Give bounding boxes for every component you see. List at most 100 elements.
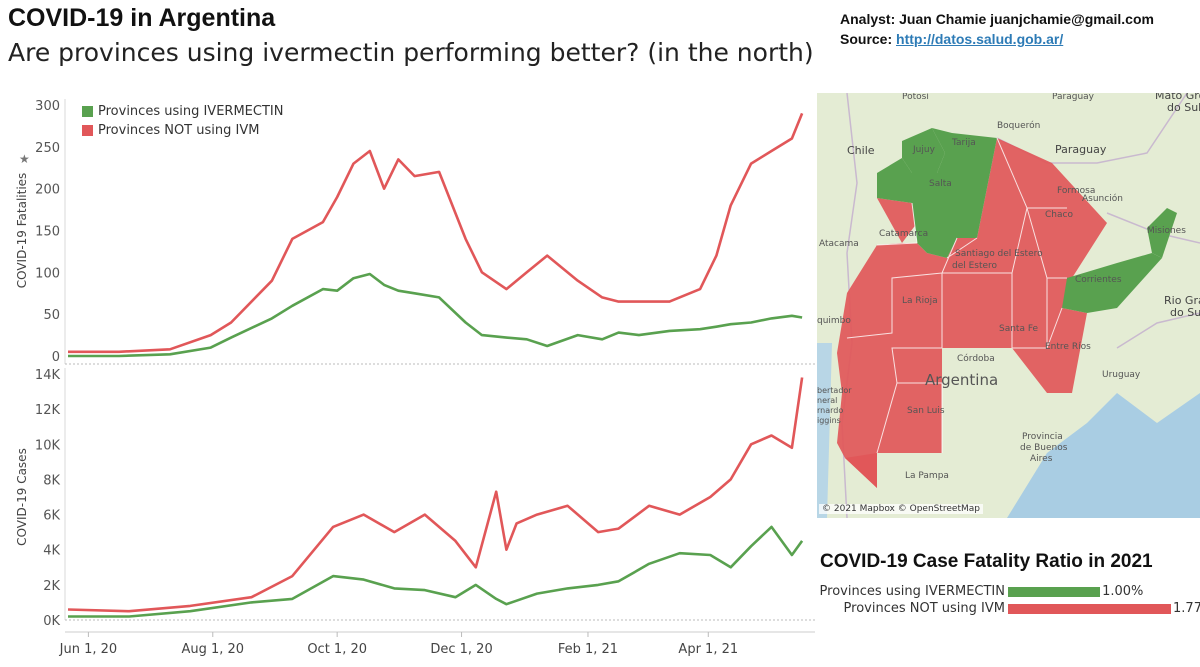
- legend-item-not-ivm[interactable]: Provinces NOT using IVM: [82, 121, 283, 140]
- y-tick-label-fatalities: 200: [35, 183, 60, 198]
- province-map[interactable]: Potosí Paraguay Tarija Boquerón Jujuy Sa…: [817, 93, 1200, 518]
- cfr-value-not-ivm: 1.77%: [1173, 601, 1200, 616]
- y-tick-label-fatalities: 0: [52, 350, 60, 365]
- x-tick-label: Dec 1, 20: [430, 642, 492, 657]
- y-tick-label-fatalities: 250: [35, 141, 60, 156]
- y-tick-label-cases: 0K: [43, 614, 60, 629]
- map-label-coquimbo: quimbo: [817, 316, 851, 326]
- province-pampa-edge: [845, 453, 877, 488]
- x-tick-label: Jun 1, 20: [59, 642, 118, 657]
- map-label-buenosaires-2: de Buenos: [1020, 443, 1068, 453]
- map-label-cordoba: Córdoba: [957, 353, 995, 364]
- chart-title: COVID-19 in Argentina: [8, 4, 276, 32]
- cfr-bar-ivm[interactable]: [1008, 587, 1101, 597]
- y-tick-label-cases: 6K: [43, 509, 60, 524]
- analyst-credit: Analyst: Juan Chamie juanjchamie@gmail.c…: [840, 11, 1154, 27]
- map-label-paraguay: Paraguay: [1055, 143, 1107, 156]
- province-misiones[interactable]: [1147, 208, 1177, 258]
- y-tick-label-cases: 10K: [35, 438, 61, 453]
- map-label-libertador-3: rnardo: [817, 406, 843, 415]
- province-borders: [846, 137, 1067, 454]
- map-label-larioja: La Rioja: [902, 296, 938, 306]
- y-tick-label-cases: 4K: [43, 544, 60, 559]
- source-label: Source:: [840, 31, 893, 47]
- cfr-title: COVID-19 Case Fatality Ratio in 2021: [820, 551, 1153, 572]
- map-label-misiones: Misiones: [1147, 226, 1186, 236]
- map-label-potosi: Potosí: [902, 93, 929, 102]
- y-tick-label-fatalities: 100: [35, 266, 60, 281]
- map-label-libertador: bertador: [817, 386, 852, 395]
- x-tick-label: Aug 1, 20: [181, 642, 244, 657]
- map-label-sanluis: San Luis: [907, 406, 945, 416]
- legend: Provinces using IVERMECTIN Provinces NOT…: [82, 102, 283, 140]
- map-label-asuncion: Asunción: [1082, 193, 1123, 204]
- source-link[interactable]: http://datos.salud.gob.ar/: [896, 31, 1064, 47]
- map-label-mato-grosso: Mato Grosso: [1155, 93, 1200, 102]
- province-corrientes[interactable]: [1062, 253, 1162, 313]
- map-label-libertador-4: iggins: [817, 416, 841, 425]
- credits: Analyst: Juan Chamie juanjchamie@gmail.c…: [840, 9, 1154, 49]
- legend-label-ivm: Provinces using IVERMECTIN: [98, 104, 284, 119]
- y-axis-label-fatalities: COVID-19 Fatalities: [15, 173, 29, 289]
- cfr-row-ivm: Provinces using IVERMECTIN 1.00%: [818, 584, 1198, 602]
- map-label-chaco: Chaco: [1045, 210, 1073, 220]
- map-label-libertador-2: neral: [817, 396, 837, 405]
- y-tick-label-fatalities: 300: [35, 99, 60, 114]
- line-charts: 0 50 100 150 200 250 300 COVID-19 Fatalities 0K 2…: [15, 99, 815, 657]
- series-line-cases-not-ivm[interactable]: [67, 377, 804, 613]
- series-line-cases-ivm[interactable]: [68, 525, 804, 618]
- series-line-fatalities-ivm[interactable]: [68, 272, 803, 358]
- map-label-buenosaires-3: Aires: [1030, 454, 1053, 464]
- cfr-bar-not-ivm[interactable]: [1008, 604, 1172, 614]
- map-label-rio-grande-2: do Sul: [1170, 306, 1200, 319]
- map-label-mato-grosso-2: do Sul: [1167, 101, 1200, 114]
- map-label-paraguay-top: Paraguay: [1052, 93, 1095, 102]
- x-tick-label: Feb 1, 21: [558, 642, 618, 657]
- map-label-jujuy: Jujuy: [912, 145, 936, 155]
- cfr-label-not-ivm: Provinces NOT using IVM: [843, 601, 1005, 616]
- atlantic-ocean: [1007, 393, 1200, 518]
- province-not-ivm-region[interactable]: [837, 138, 1107, 488]
- series-line-fatalities-not-ivm[interactable]: [68, 112, 804, 354]
- map-label-argentina: Argentina: [925, 371, 998, 389]
- province-salta[interactable]: [877, 128, 997, 258]
- legend-swatch-ivm: [82, 106, 93, 117]
- map-label-uruguay: Uruguay: [1102, 370, 1141, 380]
- map-label-salta: Salta: [929, 179, 952, 189]
- map-label-entrerios: Entre Ríos: [1045, 342, 1091, 352]
- cfr-label-ivm: Provinces using IVERMECTIN: [819, 584, 1005, 599]
- map-label-corrientes: Corrientes: [1075, 275, 1122, 285]
- y-axis-label-cases: COVID-19 Cases: [15, 448, 29, 546]
- map-label-santafe: Santa Fe: [999, 324, 1039, 334]
- legend-swatch-not-ivm: [82, 125, 93, 136]
- map-label-formosa: Formosa: [1057, 186, 1095, 196]
- cfr-row-not-ivm: Provinces NOT using IVM 1.77%: [818, 601, 1200, 619]
- map-label-chile: Chile: [847, 144, 875, 157]
- map-label-buenosaires: Provincia: [1022, 432, 1063, 442]
- y-tick-label-fatalities: 50: [43, 308, 60, 323]
- legend-label-not-ivm: Provinces NOT using IVM: [98, 123, 260, 138]
- map-label-lapampa: La Pampa: [905, 471, 949, 481]
- map-label-catamarca: Catamarca: [879, 229, 928, 239]
- chart-subtitle: Are provinces using ivermectin performin…: [8, 38, 814, 67]
- pin-icon[interactable]: ★: [19, 152, 30, 166]
- map-label-santiago-2: del Estero: [952, 261, 998, 271]
- map-label-santiago: Santiago del Estero: [955, 249, 1043, 259]
- y-tick-label-cases: 8K: [43, 473, 60, 488]
- y-tick-label-fatalities: 150: [35, 225, 60, 240]
- x-tick-label: Apr 1, 21: [678, 642, 738, 657]
- province-jujuy[interactable]: [902, 128, 945, 173]
- y-tick-label-cases: 12K: [35, 403, 61, 418]
- map-svg: Potosí Paraguay Tarija Boquerón Jujuy Sa…: [817, 93, 1200, 518]
- cfr-value-ivm: 1.00%: [1102, 584, 1144, 599]
- map-label-atacama: Atacama: [819, 239, 859, 249]
- map-label-rio-grande: Rio Grande: [1164, 294, 1200, 307]
- map-label-boqueron: Boquerón: [997, 120, 1040, 131]
- y-tick-label-cases: 14K: [35, 368, 61, 383]
- map-attribution[interactable]: © 2021 Mapbox © OpenStreetMap: [819, 504, 983, 514]
- map-label-tarija: Tarija: [951, 138, 976, 148]
- x-tick-label: Oct 1, 20: [307, 642, 367, 657]
- source-credit: Source: http://datos.salud.gob.ar/: [840, 29, 1154, 49]
- legend-item-ivm[interactable]: Provinces using IVERMECTIN: [82, 102, 283, 121]
- y-tick-label-cases: 2K: [43, 579, 60, 594]
